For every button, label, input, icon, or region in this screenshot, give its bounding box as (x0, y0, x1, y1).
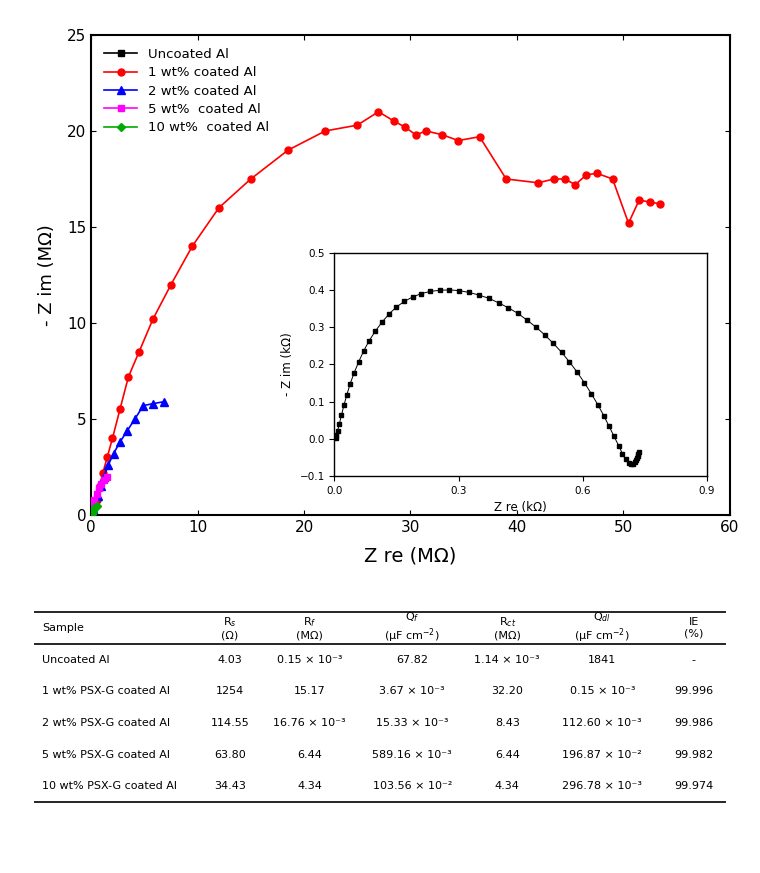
X-axis label: Z re (MΩ): Z re (MΩ) (364, 546, 457, 565)
Y-axis label: - Z im (MΩ): - Z im (MΩ) (38, 224, 56, 326)
X-axis label: Z re (kΩ): Z re (kΩ) (494, 501, 547, 514)
Legend: Uncoated Al, 1 wt% coated Al, 2 wt% coated Al, 5 wt%  coated Al, 10 wt%  coated : Uncoated Al, 1 wt% coated Al, 2 wt% coat… (98, 42, 276, 141)
Y-axis label: - Z im (kΩ): - Z im (kΩ) (281, 333, 294, 396)
